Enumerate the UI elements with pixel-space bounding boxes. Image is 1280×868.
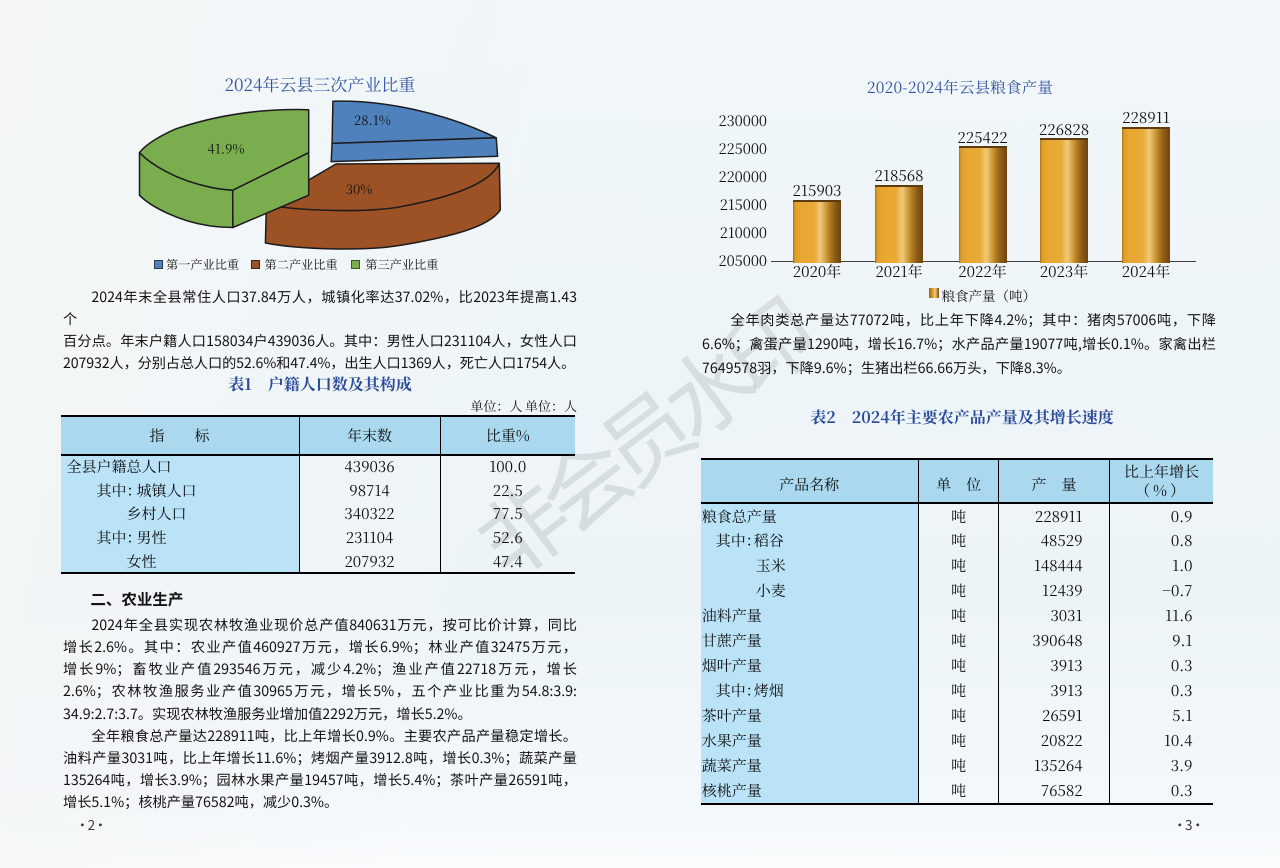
svg-text:41.9%: 41.9%	[208, 139, 245, 158]
svg-text:30%: 30%	[346, 179, 372, 198]
svg-text:28.1%: 28.1%	[354, 110, 391, 129]
